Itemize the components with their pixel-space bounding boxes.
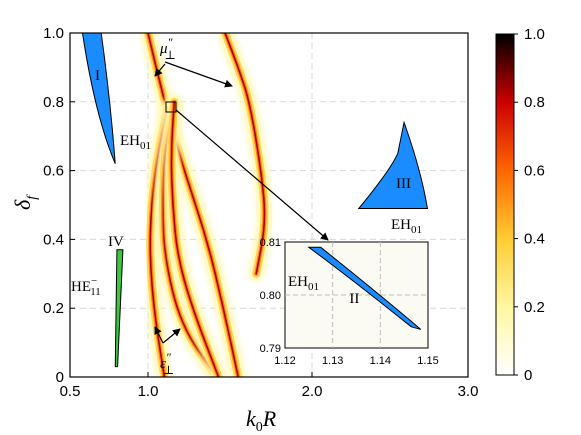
mu-arrow-2: [164, 61, 233, 88]
inset-x-tick-label: 1.14: [370, 355, 391, 367]
colorbar-tick-label: 0.6: [524, 162, 545, 179]
inset-mode-label: EH01: [288, 274, 319, 293]
region-IV-label: IV: [108, 234, 124, 250]
y-tick-label: 0.8: [43, 94, 64, 111]
colorbar-tick-label: 0: [524, 367, 532, 384]
ticks: 0.5 1.0 2.0 3.0 0 0.2 0.4 0.6 0.8 1.0: [43, 25, 478, 400]
y-tick-label: 0.2: [43, 300, 64, 317]
x-tick-label: 0.5: [60, 383, 81, 400]
region-I-label: I: [95, 68, 100, 84]
region-IV: [114, 249, 124, 368]
eps-arrow-1: [154, 326, 164, 344]
inset-y-tick-label: 0.80: [260, 290, 281, 302]
colorbar-tick-label: 1.0: [524, 26, 545, 43]
x-tick-label: 3.0: [458, 383, 479, 400]
colorbar-gradient: [495, 33, 515, 376]
zoom-arrow: [175, 109, 329, 241]
x-axis-label: k0R: [246, 406, 277, 435]
inset-y-tick-label: 0.81: [260, 237, 281, 249]
y-tick-label: 1.0: [43, 25, 64, 42]
x-tick-label: 1.0: [138, 383, 159, 400]
mode-label-III: EH01: [391, 217, 422, 236]
regions: [81, 32, 429, 368]
zoom-marker: [165, 101, 177, 113]
inset: 1.12 1.13 1.14 1.15 0.79 0.80 0.81 EH01 II: [260, 237, 439, 367]
inset-plot-area: [284, 241, 429, 349]
region-III: [357, 120, 429, 209]
plot-frame: [69, 32, 469, 378]
inset-x-tick-label: 1.13: [322, 355, 343, 367]
region-II: [307, 246, 422, 330]
eps-arrow-2: [162, 328, 181, 344]
colorbar: 0 0.2 0.4 0.6 0.8 1.0: [495, 26, 545, 384]
mu-arrow-1: [154, 63, 166, 77]
inset-x-tick-label: 1.12: [274, 355, 295, 367]
mode-label-I: EH01: [120, 133, 151, 152]
curve-eps_perp_3: [170, 101, 220, 377]
mode-label-IV: HE− 11: [71, 275, 101, 298]
inset-x-tick-label: 1.15: [417, 355, 438, 367]
x-tick-label: 2.0: [302, 383, 323, 400]
mu-label: μ″ ⊥: [159, 35, 176, 62]
y-tick-label: 0: [56, 369, 64, 386]
curve-mu_perp_1: [147, 33, 239, 377]
inset-y-tick-label: 0.79: [260, 343, 281, 355]
colorbar-tick-label: 0.4: [524, 231, 545, 248]
heatmap-curves: [140, 33, 273, 377]
colorbar-tick-label: 0.2: [524, 299, 545, 316]
y-tick-label: 0.4: [43, 231, 64, 248]
y-axis-label: δf: [10, 194, 40, 210]
y-tick-label: 0.6: [43, 163, 64, 180]
colorbar-tick-label: 0.8: [524, 94, 545, 111]
region-II-label: II: [349, 291, 359, 307]
curve-mu_perp_2: [224, 33, 266, 275]
region-I: [81, 32, 116, 164]
region-III-label: III: [396, 176, 411, 192]
eps-label: ε″ ⊥: [160, 350, 174, 377]
